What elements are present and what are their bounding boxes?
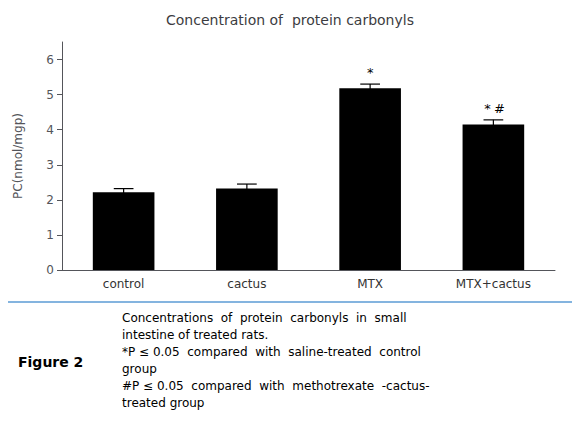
svg-text:Concentrations of protein c: Concentrations of protein carbonyls in s… bbox=[122, 311, 407, 325]
svg-text:Concentration of protein carb: Concentration of protein carbonyls bbox=[166, 12, 414, 28]
svg-text:*: * bbox=[367, 65, 374, 80]
svg-text:cactus: cactus bbox=[227, 277, 266, 291]
svg-text:*P ≤ 0.05 compared with sal: *P ≤ 0.05 compared with saline-treated c… bbox=[122, 345, 421, 359]
svg-text:#P ≤ 0.05 compared with met: #P ≤ 0.05 compared with methotrexate -ca… bbox=[122, 379, 430, 393]
svg-text:6: 6 bbox=[46, 53, 54, 67]
svg-text:intestine of treated rats.: intestine of treated rats. bbox=[122, 328, 268, 342]
svg-text:MTX+cactus: MTX+cactus bbox=[456, 277, 531, 291]
svg-text:group: group bbox=[122, 362, 157, 376]
svg-text:2: 2 bbox=[46, 193, 54, 207]
svg-text:#: # bbox=[494, 101, 505, 116]
svg-text:*: * bbox=[484, 101, 491, 116]
svg-text:1: 1 bbox=[46, 228, 54, 242]
svg-text:3: 3 bbox=[46, 158, 54, 172]
svg-text:0: 0 bbox=[46, 263, 54, 277]
svg-text:4: 4 bbox=[46, 123, 54, 137]
svg-text:treated group: treated group bbox=[122, 396, 204, 410]
svg-text:Figure 2: Figure 2 bbox=[18, 354, 83, 370]
svg-text:MTX: MTX bbox=[357, 277, 383, 291]
svg-text:5: 5 bbox=[46, 88, 54, 102]
svg-text:control: control bbox=[103, 277, 145, 291]
svg-text:PC(nmol/mgp): PC(nmol/mgp) bbox=[11, 113, 25, 199]
